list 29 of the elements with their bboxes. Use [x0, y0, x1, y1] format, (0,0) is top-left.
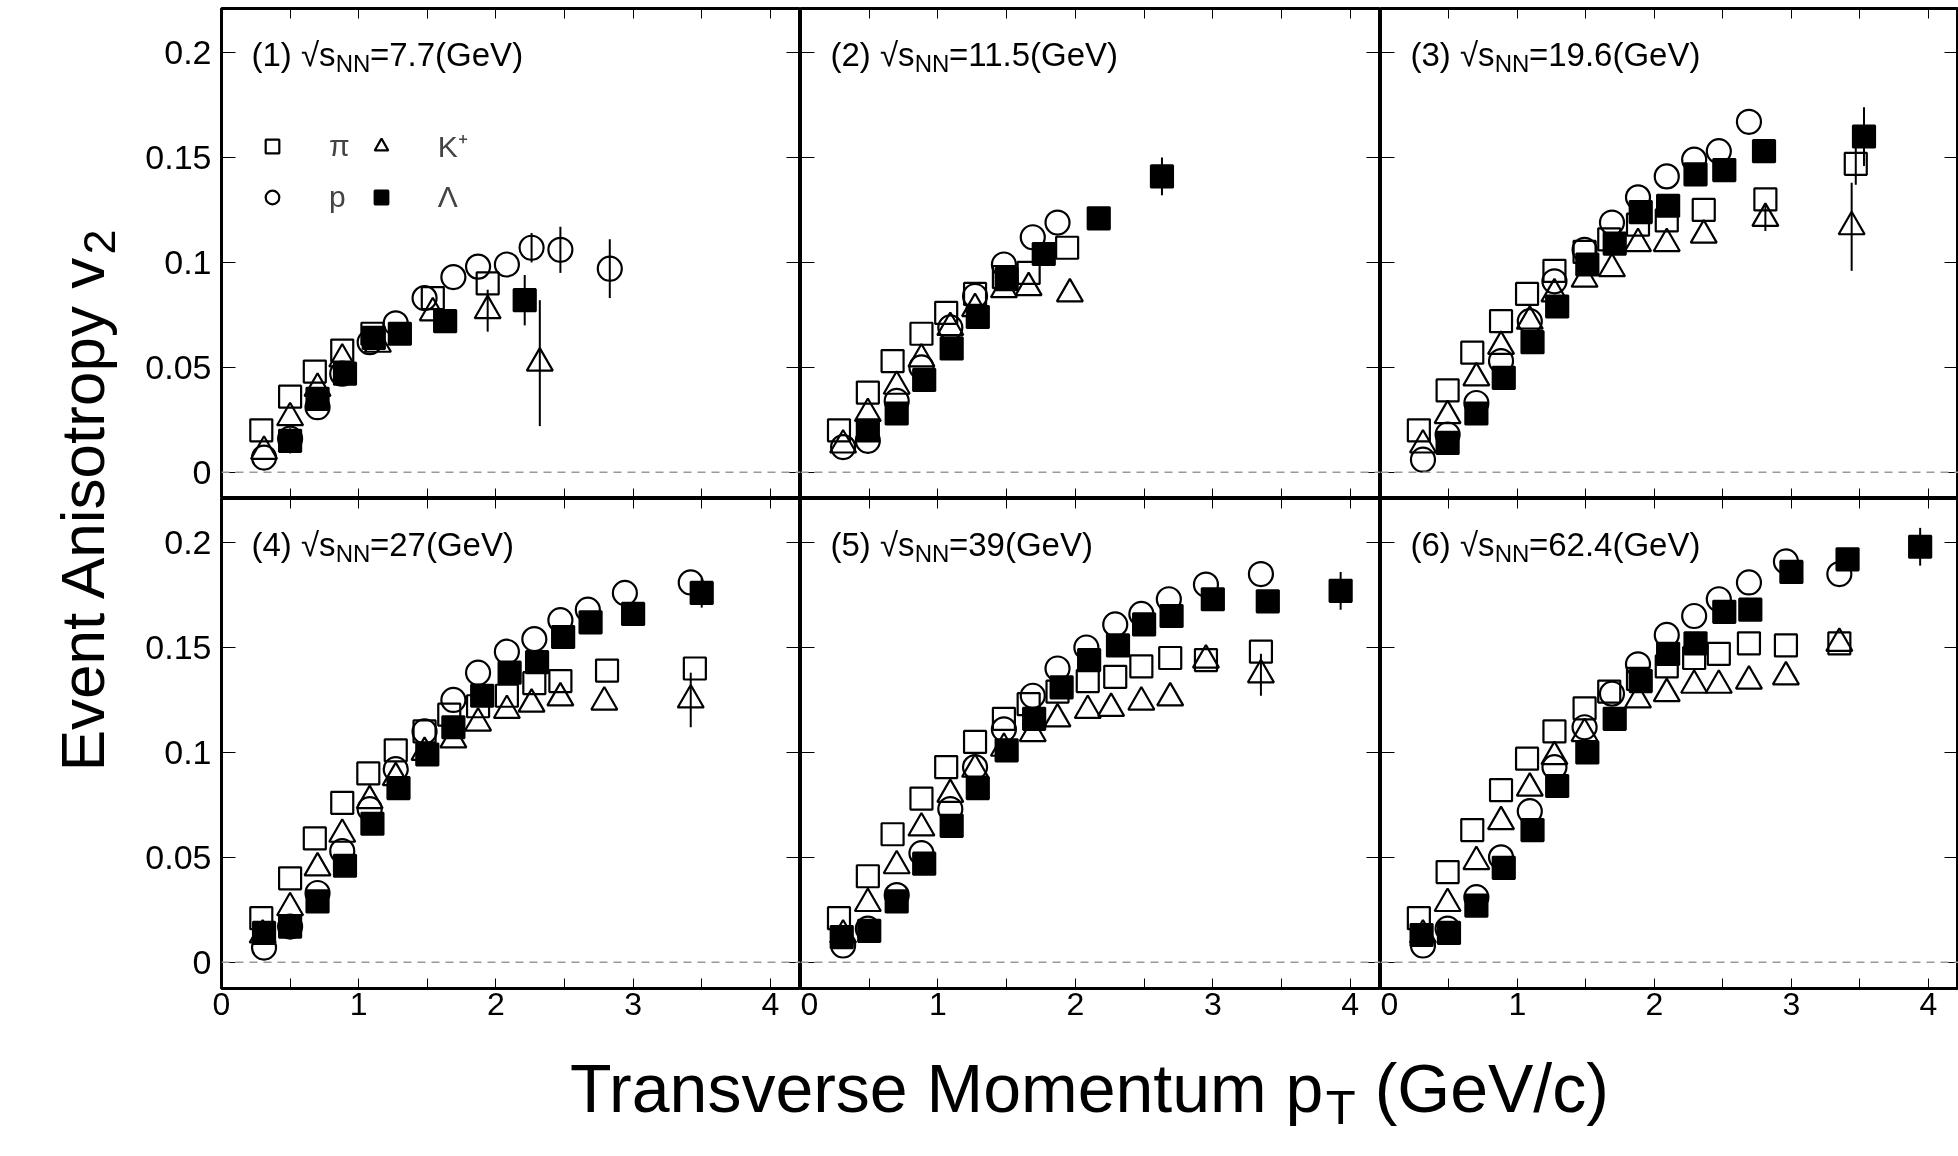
y-tick-label: 0.15 — [145, 137, 212, 176]
y-tick-label: 0.15 — [145, 627, 212, 666]
y-tick-label: 0 — [192, 942, 212, 981]
x-tick-label: 2 — [1645, 985, 1664, 1022]
x-tick-label: 3 — [1782, 985, 1801, 1022]
x-tick-label: 4 — [1919, 985, 1938, 1022]
x-tick-label: 0 — [800, 985, 819, 1022]
x-tick-label: 3 — [1203, 985, 1222, 1022]
x-tick-label: 2 — [1066, 985, 1085, 1022]
y-tick-label: 0 — [192, 452, 212, 491]
x-tick-label: 1 — [929, 985, 947, 1022]
legend-label: K⁺ — [437, 129, 468, 165]
x-tick-label: 1 — [1508, 985, 1527, 1022]
y-tick-label: 0.2 — [164, 523, 212, 562]
y-tick-label: 0.05 — [145, 347, 212, 386]
y-axis-title: Event Anisotropy v2 — [47, 229, 126, 772]
x-tick-label: 3 — [624, 985, 643, 1022]
x-tick-label: 2 — [487, 985, 505, 1022]
y-tick-label: 0.05 — [145, 837, 212, 876]
y-tick-label: 0.2 — [164, 33, 212, 72]
x-tick-label: 4 — [761, 985, 780, 1022]
x-tick-label: 4 — [1341, 985, 1360, 1022]
x-tick-label: 1 — [349, 985, 368, 1022]
legend-label: Λ — [437, 180, 458, 214]
y-tick-label: 0.1 — [164, 242, 212, 281]
x-tick-label: 0 — [1380, 985, 1399, 1022]
legend-label: p — [329, 180, 347, 214]
legend-label: π — [329, 128, 350, 163]
y-tick-label: 0.1 — [164, 732, 212, 771]
